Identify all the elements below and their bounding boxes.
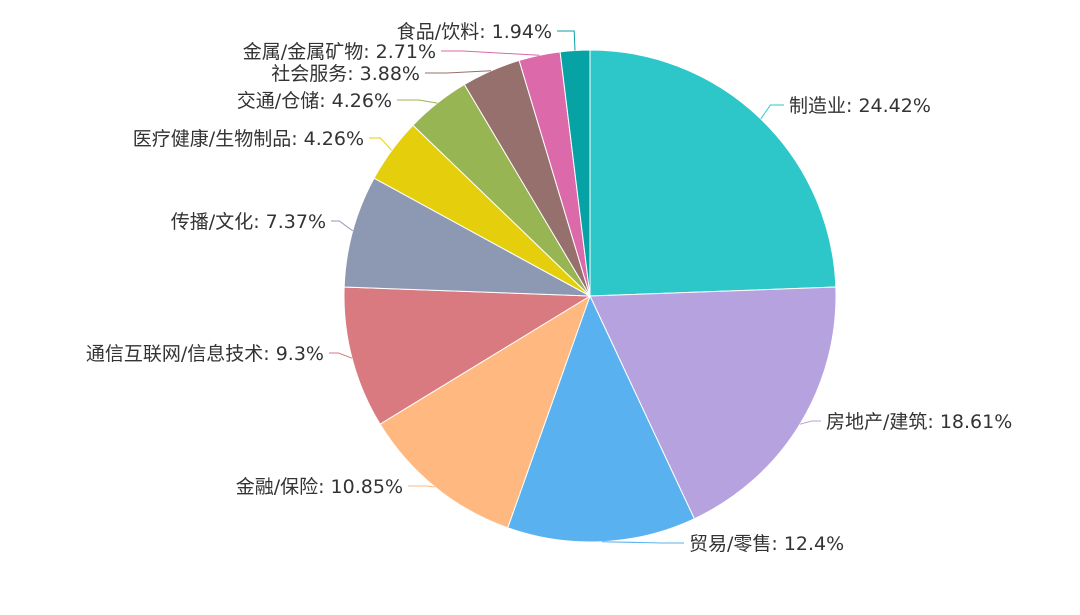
- slice-label: 医疗健康/生物制品: 4.26%: [133, 128, 364, 150]
- leader-line: [601, 541, 684, 544]
- leader-line: [369, 137, 393, 151]
- slice-label: 金融/保险: 10.85%: [236, 476, 403, 498]
- leader-line: [397, 99, 438, 104]
- slice-label: 传播/文化: 7.37%: [171, 211, 326, 233]
- leader-line: [760, 104, 784, 120]
- pie-slice: [589, 286, 837, 520]
- leader-line: [799, 420, 821, 425]
- pie-slice: [343, 177, 591, 297]
- slice-label: 食品/饮料: 1.94%: [397, 21, 552, 43]
- slice-label: 房地产/建筑: 18.61%: [826, 411, 1012, 433]
- slice-label: 贸易/零售: 12.4%: [689, 533, 844, 555]
- leader-line: [408, 485, 435, 488]
- labels-layer: 制造业: 24.42% 房地产/建筑: 18.61% 贸易/零售: 12.4% 金融/…: [86, 21, 1012, 555]
- slice-label: 通信互联网/信息技术: 9.3%: [86, 343, 324, 365]
- leader-line: [329, 352, 353, 359]
- slice-label: 交通/仓储: 4.26%: [237, 90, 392, 112]
- slice-label: 社会服务: 3.88%: [271, 63, 420, 85]
- leader-line: [331, 220, 354, 232]
- pie-slice: [379, 294, 591, 529]
- leader-line: [441, 50, 540, 56]
- leader-line: [425, 70, 492, 74]
- pie-slice: [589, 49, 837, 297]
- leader-line: [557, 30, 576, 51]
- pie-slice: [343, 286, 592, 425]
- pie-slice: [507, 294, 695, 543]
- slice-label: 制造业: 24.42%: [789, 95, 931, 117]
- slices-layer: [343, 49, 837, 543]
- slice-label: 金属/金属矿物: 2.71%: [243, 41, 436, 63]
- leader-lines-layer: [329, 30, 821, 544]
